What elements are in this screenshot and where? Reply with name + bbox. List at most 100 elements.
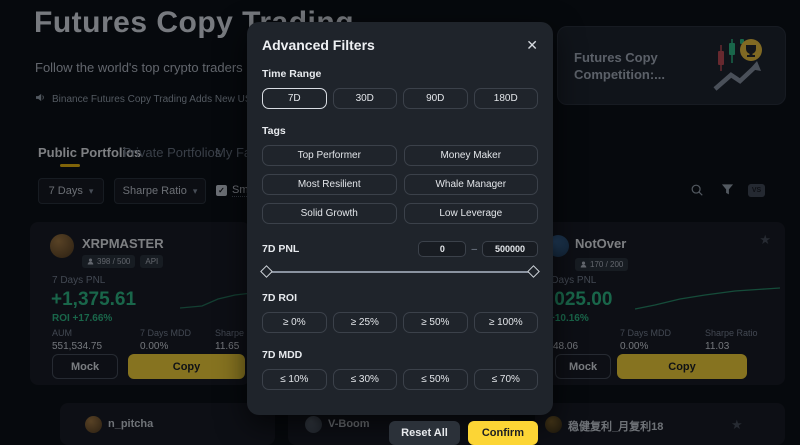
tag-whale-manager-button[interactable]: Whale Manager: [403, 174, 538, 195]
time-range-90d-button[interactable]: 90D: [403, 88, 468, 109]
mock-button[interactable]: Mock: [555, 354, 611, 379]
pnl-label: 7 Days PNL: [545, 275, 597, 286]
trader-name: n_pitcha: [108, 418, 154, 430]
favorite-star-icon[interactable]: ★: [759, 232, 771, 247]
mdd-label: 7D MDD: [262, 349, 303, 361]
people-icon: [87, 258, 94, 265]
roi-100-button[interactable]: ≥ 100%: [473, 312, 538, 333]
trophy-chart-icon: [707, 37, 767, 100]
favorite-star-icon[interactable]: ★: [731, 417, 743, 432]
mdd-50-button[interactable]: ≤ 50%: [403, 369, 468, 390]
avatar: [50, 234, 74, 258]
roi-25-button[interactable]: ≥ 25%: [332, 312, 397, 333]
mdd-options: ≤ 10% ≤ 30% ≤ 50% ≤ 70%: [262, 369, 538, 390]
range-dash: –: [471, 243, 477, 255]
pnl-max-input[interactable]: [482, 241, 538, 257]
roi-value: ROI +17.66%: [52, 313, 113, 324]
aum-label: AUM: [52, 328, 72, 338]
trader-card-xrpmaster[interactable]: XRPMASTER 398 / 500 API 7 Days PNL +1,37…: [30, 222, 250, 385]
pnl-value: ,025.00: [549, 289, 613, 310]
close-icon[interactable]: ✕: [526, 37, 538, 53]
slider-min-handle[interactable]: [260, 265, 273, 278]
search-icon[interactable]: [690, 183, 704, 202]
roi-options: ≥ 0% ≥ 25% ≥ 50% ≥ 100%: [262, 312, 538, 333]
mdd-label: 7 Days MDD: [140, 328, 192, 338]
copy-button[interactable]: Copy: [128, 354, 245, 379]
sort-dropdown[interactable]: Sharpe Ratio ▾: [114, 178, 206, 204]
banner-text: Futures Copy Competition:...: [574, 50, 665, 82]
sort-dropdown-value: Sharpe Ratio: [122, 185, 187, 197]
competition-banner[interactable]: Futures Copy Competition:...: [557, 26, 786, 105]
avatar: [545, 416, 562, 433]
mdd-30-button[interactable]: ≤ 30%: [332, 369, 397, 390]
vs-label: VS: [751, 187, 762, 194]
mdd-10-button[interactable]: ≤ 10%: [262, 369, 327, 390]
modal-title: Advanced Filters: [262, 37, 375, 53]
trader-name: V-Boom: [328, 418, 370, 430]
avatar: [85, 416, 102, 433]
mock-button[interactable]: Mock: [52, 354, 118, 379]
roi-0-button[interactable]: ≥ 0%: [262, 312, 327, 333]
filter-funnel-icon[interactable]: [721, 183, 734, 201]
sharpe-value: 11.65: [215, 341, 240, 352]
pnl-label: 7D PNL: [262, 243, 300, 255]
mdd-70-button[interactable]: ≤ 70%: [473, 369, 538, 390]
tag-options: Top Performer Money Maker Most Resilient…: [262, 145, 538, 224]
people-icon: [580, 261, 587, 268]
reset-all-button[interactable]: Reset All: [389, 421, 460, 445]
roi-value: +10.16%: [549, 313, 589, 324]
roi-label: 7D ROI: [262, 292, 298, 304]
sharpe-value: 11.03: [705, 341, 730, 352]
pnl-sparkline: [634, 280, 781, 321]
aum-value: 48.06: [553, 341, 579, 352]
copy-button[interactable]: Copy: [617, 354, 747, 379]
mdd-value: 0.00%: [140, 341, 169, 352]
announcement-bar[interactable]: Binance Futures Copy Trading Adds New US…: [35, 90, 280, 105]
tag-most-resilient-button[interactable]: Most Resilient: [262, 174, 397, 195]
trader-card-n-pitcha[interactable]: n_pitcha: [60, 403, 275, 445]
active-tab-underline: [60, 164, 80, 167]
pnl-value: +1,375.61: [51, 289, 137, 310]
time-range-30d-button[interactable]: 30D: [332, 88, 397, 109]
advanced-filters-modal: Advanced Filters ✕ Time Range 7D 30D 90D…: [247, 22, 553, 445]
pnl-range-slider: [260, 265, 540, 278]
time-range-180d-button[interactable]: 180D: [473, 88, 538, 109]
slider-max-handle[interactable]: [527, 265, 540, 278]
sharpe-label: Sharpe Ratio: [705, 328, 758, 338]
mdd-value: 0.00%: [620, 341, 649, 352]
page-subtitle: Follow the world's top crypto traders: [35, 60, 243, 75]
time-range-7d-button[interactable]: 7D: [262, 88, 327, 109]
sharpe-label: Sharpe Ratio: [215, 328, 250, 338]
chevron-down-icon: ▾: [192, 185, 198, 196]
tags-label: Tags: [262, 125, 286, 137]
tag-money-maker-button[interactable]: Money Maker: [403, 145, 538, 166]
pnl-min-input[interactable]: [418, 241, 467, 257]
period-dropdown-value: 7 Days: [48, 185, 83, 197]
period-dropdown[interactable]: 7 Days ▾: [38, 178, 104, 204]
tag-top-performer-button[interactable]: Top Performer: [262, 145, 397, 166]
mdd-label: 7 Days MDD: [620, 328, 672, 338]
aum-value: 551,534.75: [52, 341, 103, 352]
tag-solid-growth-button[interactable]: Solid Growth: [262, 203, 397, 224]
slider-track: [265, 271, 535, 273]
tab-private-portfolios[interactable]: Private Portfolios: [123, 145, 222, 160]
trader-card-notover[interactable]: ★ NotOver 170 / 200 7 Days PNL ,025.00 +…: [545, 222, 785, 385]
smart-filter-checkbox[interactable]: ✓: [216, 185, 227, 196]
speaker-icon: [35, 92, 46, 103]
trader-name: 稳健复利_月复利18: [568, 421, 664, 433]
roi-50-button[interactable]: ≥ 50%: [403, 312, 468, 333]
pnl-sparkline: [179, 280, 250, 321]
time-range-options: 7D 30D 90D 180D: [262, 88, 538, 109]
capacity-badge: 170 / 200: [575, 258, 629, 271]
tag-low-leverage-button[interactable]: Low Leverage: [403, 203, 538, 224]
tab-public-portfolios[interactable]: Public Portfolios: [38, 145, 142, 160]
pnl-label: 7 Days PNL: [52, 275, 106, 286]
vs-compare-icon[interactable]: VS: [748, 184, 765, 197]
trader-card-wenjianfuli[interactable]: 稳健复利_月复利18 ★: [535, 403, 785, 445]
confirm-button[interactable]: Confirm: [467, 421, 538, 445]
capacity-badge: 398 / 500: [82, 255, 136, 268]
trader-name: NotOver: [575, 236, 627, 251]
avatar: [305, 416, 322, 433]
check-icon: ✓: [218, 186, 225, 195]
